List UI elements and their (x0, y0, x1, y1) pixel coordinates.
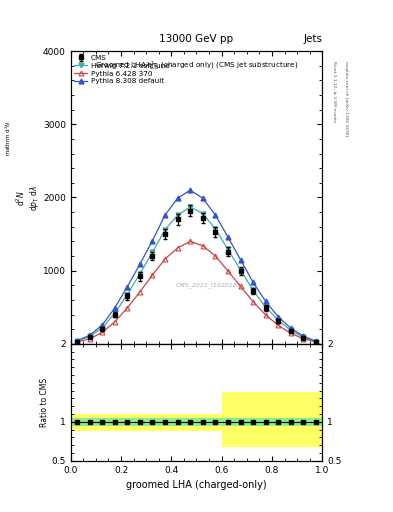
Herwig 7.2.1 softTune (251, 287, 255, 293)
Pythia 8.308 default (175, 195, 180, 201)
Herwig 7.2.1 softTune (175, 212, 180, 218)
Pythia 8.308 default (75, 338, 79, 344)
Herwig 7.2.1 softTune (163, 227, 167, 233)
Pythia 6.428 370 (251, 298, 255, 305)
Herwig 7.2.1 softTune (288, 327, 293, 333)
Pythia 8.308 default (288, 325, 293, 331)
Pythia 6.428 370 (87, 336, 92, 342)
Pythia 6.428 370 (163, 256, 167, 262)
Herwig 7.2.1 softTune (112, 310, 117, 316)
Pythia 6.428 370 (125, 305, 130, 311)
Herwig 7.2.1 softTune (100, 325, 105, 331)
Pythia 8.308 default (150, 238, 155, 244)
Herwig 7.2.1 softTune (314, 338, 318, 345)
Herwig 7.2.1 softTune (125, 292, 130, 298)
Pythia 8.308 default (138, 261, 142, 267)
Herwig 7.2.1 softTune (87, 333, 92, 339)
Pythia 8.308 default (276, 314, 281, 320)
Pythia 6.428 370 (276, 322, 281, 328)
Line: Pythia 6.428 370: Pythia 6.428 370 (75, 239, 318, 345)
Pythia 6.428 370 (288, 330, 293, 336)
Herwig 7.2.1 softTune (276, 317, 281, 324)
Pythia 8.308 default (112, 305, 117, 311)
Y-axis label: $\mathrm{d}^2N$
$\mathrm{d}p_\mathrm{T}$ $\mathrm{d}\lambda$: $\mathrm{d}^2N$ $\mathrm{d}p_\mathrm{T}$… (14, 184, 42, 210)
Pythia 6.428 370 (226, 268, 230, 274)
Pythia 6.428 370 (150, 272, 155, 278)
Pythia 8.308 default (188, 187, 193, 193)
Herwig 7.2.1 softTune (200, 210, 205, 217)
Pythia 6.428 370 (100, 329, 105, 335)
Herwig 7.2.1 softTune (188, 204, 193, 210)
Pythia 6.428 370 (138, 289, 142, 295)
Pythia 6.428 370 (200, 243, 205, 249)
Herwig 7.2.1 softTune (138, 270, 142, 276)
Text: Groomed LHA$\lambda^{1}_{0.5}$ (charged only) (CMS jet substructure): Groomed LHA$\lambda^{1}_{0.5}$ (charged … (95, 60, 298, 73)
Text: $\mathrm{mathrm\ d}^2 N$: $\mathrm{mathrm\ d}^2 N$ (3, 120, 13, 156)
Pythia 8.308 default (213, 212, 218, 218)
Pythia 6.428 370 (75, 339, 79, 345)
Text: Rivet 3.1.10, ≥ 3.5M events: Rivet 3.1.10, ≥ 3.5M events (332, 61, 336, 123)
Pythia 6.428 370 (175, 245, 180, 251)
X-axis label: groomed LHA (charged-only): groomed LHA (charged-only) (126, 480, 267, 490)
Pythia 8.308 default (163, 212, 167, 218)
Herwig 7.2.1 softTune (226, 246, 230, 252)
Pythia 6.428 370 (314, 339, 318, 345)
Herwig 7.2.1 softTune (75, 338, 79, 344)
Text: 13000 GeV pp: 13000 GeV pp (160, 33, 233, 44)
Herwig 7.2.1 softTune (263, 304, 268, 310)
Text: Jets: Jets (303, 33, 322, 44)
Pythia 8.308 default (226, 234, 230, 240)
Line: Herwig 7.2.1 softTune: Herwig 7.2.1 softTune (75, 205, 318, 344)
Pythia 8.308 default (263, 298, 268, 305)
Pythia 6.428 370 (112, 319, 117, 325)
Y-axis label: Ratio to CMS: Ratio to CMS (40, 378, 49, 427)
Text: mcplots.cern.ch [arXiv:1306.3436]: mcplots.cern.ch [arXiv:1306.3436] (344, 61, 348, 137)
Pythia 6.428 370 (238, 283, 243, 289)
Pythia 8.308 default (125, 284, 130, 290)
Text: CMS_2021_I1920187: CMS_2021_I1920187 (176, 283, 242, 288)
Pythia 8.308 default (301, 333, 306, 339)
Pythia 8.308 default (200, 195, 205, 201)
Pythia 8.308 default (238, 257, 243, 263)
Pythia 8.308 default (314, 338, 318, 345)
Pythia 6.428 370 (213, 253, 218, 259)
Pythia 8.308 default (87, 332, 92, 338)
Line: Pythia 8.308 default: Pythia 8.308 default (75, 188, 318, 344)
Herwig 7.2.1 softTune (238, 267, 243, 273)
Herwig 7.2.1 softTune (301, 334, 306, 340)
Herwig 7.2.1 softTune (150, 249, 155, 255)
Pythia 6.428 370 (301, 335, 306, 342)
Pythia 6.428 370 (263, 312, 268, 318)
Legend: CMS, Herwig 7.2.1 softTune, Pythia 6.428 370, Pythia 8.308 default: CMS, Herwig 7.2.1 softTune, Pythia 6.428… (73, 53, 171, 86)
Herwig 7.2.1 softTune (213, 226, 218, 232)
Pythia 6.428 370 (188, 238, 193, 244)
Pythia 8.308 default (251, 279, 255, 285)
Pythia 8.308 default (100, 322, 105, 328)
